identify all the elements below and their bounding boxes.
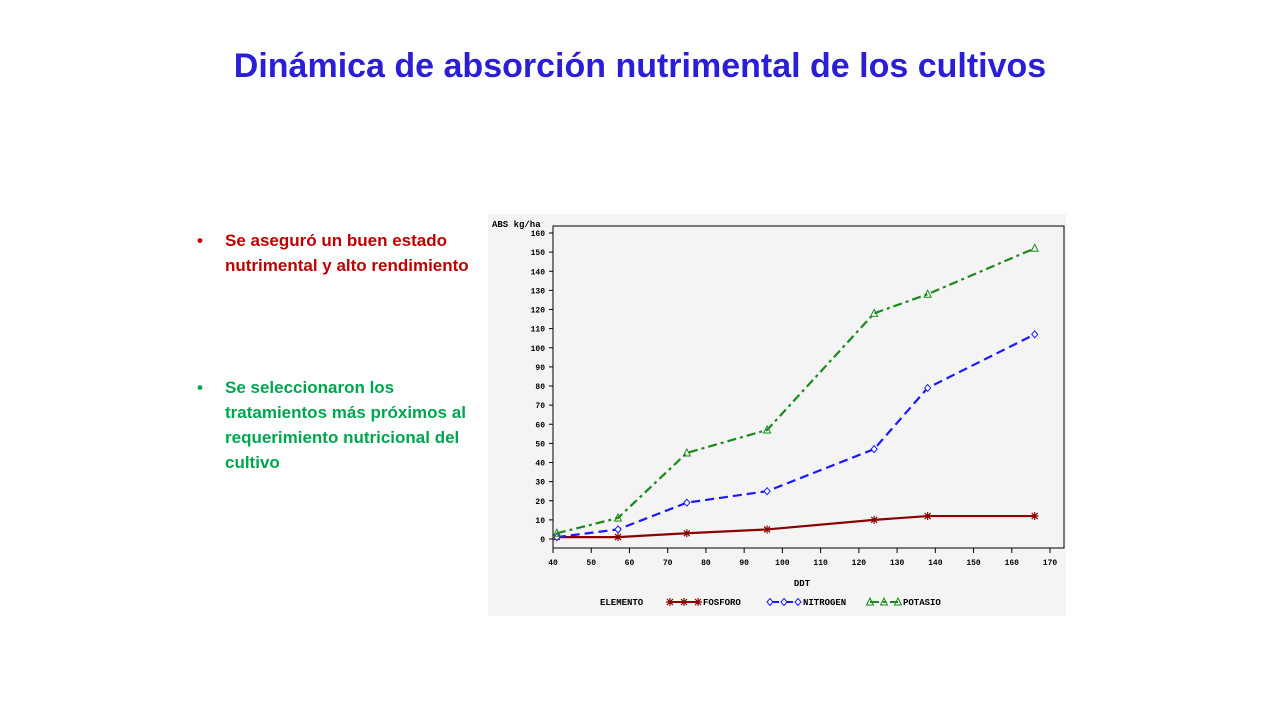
legend-title: ELEMENTO — [600, 598, 644, 608]
y-axis: 0 10 20 30 40 50 60 70 80 90 100 110 120 130 140 150 160 — [531, 230, 553, 545]
x-tick-label: 170 — [1043, 559, 1058, 568]
legend-marker-potasio — [879, 596, 889, 606]
legend-marker-fosforo — [694, 598, 702, 606]
y-tick-label: 130 — [531, 287, 546, 296]
absorption-line-chart: ABS kg/ha 0 10 20 30 40 50 60 70 80 90 100 110 120 13… — [488, 214, 1066, 616]
data-point-nitrogen — [614, 525, 622, 534]
y-tick-label: 20 — [535, 498, 545, 507]
data-point-potasio — [869, 308, 879, 317]
data-point-potasio — [1030, 243, 1040, 252]
legend-marker-fosforo — [680, 598, 688, 606]
x-tick-label: 40 — [548, 559, 558, 568]
series-line-potasio — [556, 247, 1036, 535]
legend-marker-potasio — [893, 596, 903, 606]
y-tick-label: 60 — [535, 421, 545, 430]
y-tick-label: 40 — [535, 460, 545, 469]
y-tick-label: 150 — [531, 249, 546, 258]
data-point-nitrogen — [924, 383, 932, 393]
bullet-list: • Se aseguró un buen estado nutrimental … — [190, 228, 500, 475]
y-tick-label: 100 — [531, 345, 546, 354]
x-tick-label: 150 — [966, 559, 981, 568]
series-layer — [552, 243, 1040, 542]
x-tick-label: 70 — [663, 559, 673, 568]
x-tick-label: 120 — [852, 559, 867, 568]
legend-marker-nitrogen — [794, 597, 802, 607]
bullet-item-1: • Se aseguró un buen estado nutrimental … — [190, 228, 500, 278]
x-tick-label: 50 — [586, 559, 596, 568]
data-point-fosforo — [682, 529, 691, 538]
legend-marker-nitrogen — [766, 597, 774, 607]
legend-marker-potasio — [865, 596, 875, 606]
data-point-potasio — [682, 447, 692, 457]
legend-marker-nitrogen — [780, 597, 788, 607]
bullet-item-2: • Se seleccionaron los tratamientos más … — [190, 375, 500, 475]
x-tick-label: 60 — [625, 559, 635, 568]
legend-label-potasio: POTASIO — [903, 598, 941, 608]
y-tick-label: 70 — [535, 402, 545, 411]
slide-title: Dinámica de absorción nutrimental de los… — [233, 47, 1047, 85]
bullet-dot-1: • — [197, 231, 203, 250]
data-point-potasio — [552, 528, 562, 537]
x-tick-label: 130 — [890, 559, 905, 568]
x-tick-label: 110 — [813, 559, 828, 568]
y-tick-label: 10 — [535, 517, 545, 526]
legend-label-fosforo: FOSFORO — [703, 598, 741, 608]
y-tick-label: 110 — [531, 326, 546, 335]
bullet-text-2: Se seleccionaron los tratamientos más pr… — [225, 378, 466, 472]
data-point-potasio — [923, 289, 932, 298]
data-point-fosforo — [923, 512, 932, 521]
legend-marker-fosforo — [666, 598, 674, 606]
series-nitrogen — [553, 330, 1039, 542]
data-point-potasio — [613, 512, 623, 522]
chart-background — [488, 214, 1066, 616]
x-tick-label: 140 — [928, 559, 943, 568]
data-point-nitrogen — [870, 444, 878, 454]
data-point-fosforo — [870, 515, 879, 524]
y-tick-label: 80 — [535, 383, 545, 392]
y-tick-label: 160 — [531, 230, 546, 239]
plot-frame — [552, 225, 1065, 549]
x-tick-label: 160 — [1005, 559, 1020, 568]
y-tick-label: 30 — [535, 479, 545, 488]
x-tick-label: 80 — [701, 559, 711, 568]
x-axis: 40 50 60 70 80 90 100 110 120 130 140 150 160 170 — [548, 548, 1057, 568]
bullet-dot-2: • — [197, 378, 203, 397]
y-tick-label: 140 — [531, 268, 546, 277]
data-point-nitrogen — [1031, 330, 1039, 339]
y-axis-label: ABS kg/ha — [492, 220, 541, 230]
y-tick-label: 50 — [535, 440, 545, 449]
chart-legend: ELEMENTO FOSFORO NITROGEN POTASIO — [600, 596, 941, 608]
x-tick-label: 90 — [739, 559, 749, 568]
y-tick-label: 120 — [531, 307, 546, 316]
data-point-fosforo — [763, 525, 772, 534]
x-axis-label: DDT — [794, 579, 811, 589]
x-tick-label: 100 — [775, 559, 790, 568]
y-tick-label: 0 — [540, 536, 545, 545]
legend-label-nitrogen: NITROGEN — [803, 598, 846, 608]
series-potasio — [552, 243, 1040, 537]
data-point-nitrogen — [763, 486, 771, 496]
bullet-text-1: Se aseguró un buen estado nutrimental y … — [225, 231, 469, 275]
data-point-fosforo — [1030, 512, 1039, 521]
data-point-nitrogen — [683, 498, 691, 507]
y-tick-label: 90 — [535, 364, 545, 373]
data-point-potasio — [762, 424, 772, 434]
data-point-fosforo — [613, 533, 622, 542]
